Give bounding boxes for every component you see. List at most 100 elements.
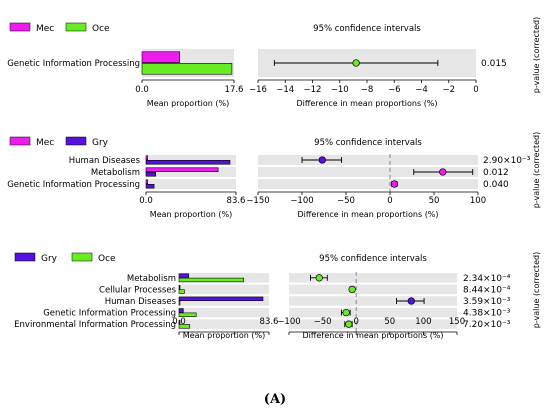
pvalue-text: 2.90×10⁻³ xyxy=(483,156,531,166)
ci-x-tick-label: 0 xyxy=(353,317,358,327)
ci-point-oce xyxy=(345,320,353,328)
ci-x-tick-label: −100 xyxy=(290,196,313,206)
ci-point-mec xyxy=(439,168,447,176)
bar-x-tick-label: 83.6 xyxy=(260,317,279,327)
category-label: Cellular Processes xyxy=(99,285,177,295)
legend-swatch-oce xyxy=(71,252,93,262)
ci-row-band xyxy=(258,155,478,165)
ci-x-axis-label: Difference in mean proportions (%) xyxy=(296,99,437,108)
legend-swatch-mec xyxy=(9,22,31,32)
legend-swatch-mec xyxy=(9,136,31,146)
legend-label-gry: Gry xyxy=(41,254,58,264)
category-label: Human Diseases xyxy=(69,156,141,166)
ci-x-tick-label: −16 xyxy=(249,85,267,95)
pvalue-text: 8.44×10⁻⁴ xyxy=(463,285,511,295)
legend-label-mec: Mec xyxy=(36,24,54,34)
bar-oce xyxy=(141,62,233,75)
bar-row-band xyxy=(179,307,269,318)
ci-x-tick-label: −150 xyxy=(246,196,269,206)
ci-point-oce xyxy=(342,308,350,317)
legend-swatch-oce xyxy=(65,22,87,32)
legend-label-gry: Gry xyxy=(92,138,109,148)
bar-x-axis-label: Mean proportion (%) xyxy=(183,331,265,340)
ci-x-tick-label: 0 xyxy=(473,85,478,95)
ci-x-tick-label: 150 xyxy=(449,317,465,327)
pvalue-axis-label: p-value (corrected) xyxy=(532,17,541,93)
bar-x-tick-label: 83.6 xyxy=(227,196,246,206)
pvalue-text: 3.59×10⁻³ xyxy=(463,297,511,307)
category-label: Human Diseases xyxy=(105,297,177,307)
pvalue-text: 0.015 xyxy=(481,59,507,69)
legend-label-oce: Oce xyxy=(92,24,110,34)
ci-x-tick-label: −2 xyxy=(442,85,455,95)
bar-gry xyxy=(178,296,264,301)
bar-row-band xyxy=(179,284,269,295)
ci-title: 95% confidence intervals xyxy=(314,138,422,148)
bar-row-band xyxy=(179,273,269,283)
ci-row-band xyxy=(258,167,478,177)
bar-row-band xyxy=(179,319,269,329)
ci-x-tick-label: 50 xyxy=(384,317,395,327)
bar-row-band xyxy=(146,179,236,189)
ci-row-band xyxy=(289,319,457,329)
ci-row-band xyxy=(289,296,457,306)
ci-x-tick-label: −100 xyxy=(277,317,300,327)
pvalue-text: 0.012 xyxy=(483,168,509,178)
ci-x-axis-label: Difference in mean proportions (%) xyxy=(302,331,443,340)
bar-oce xyxy=(178,300,181,306)
ci-point-oce xyxy=(352,59,360,67)
bar-row-band xyxy=(179,296,269,306)
bar-gry xyxy=(145,172,156,177)
ci-row-band xyxy=(258,179,478,189)
bar-x-tick-label: 0.0 xyxy=(172,317,186,327)
ci-x-tick-label: −50 xyxy=(337,196,355,206)
ci-row-band xyxy=(289,307,457,318)
bar-oce xyxy=(178,277,244,283)
ci-x-tick-label: −10 xyxy=(331,85,349,95)
pvalue-text: 7.20×10⁻³ xyxy=(463,320,511,330)
category-label: Metabolism xyxy=(127,274,176,284)
bar-oce xyxy=(178,324,191,329)
legend-label-mec: Mec xyxy=(36,138,54,148)
bar-x-tick-label: 17.6 xyxy=(225,85,244,95)
pvalue-text: 0.040 xyxy=(483,180,509,190)
ci-x-tick-label: −14 xyxy=(276,85,294,95)
ci-x-tick-label: 50 xyxy=(429,196,440,206)
ci-title: 95% confidence intervals xyxy=(313,24,421,34)
legend-swatch-gry xyxy=(14,252,36,262)
bar-x-tick-label: 0.0 xyxy=(139,196,153,206)
ci-x-tick-label: 100 xyxy=(470,196,486,206)
ci-x-tick-label: −50 xyxy=(314,317,332,327)
figure-caption: (A) xyxy=(263,392,287,407)
bar-mec xyxy=(145,179,148,185)
bar-oce xyxy=(178,289,185,294)
bar-mec xyxy=(145,155,148,161)
bar-x-tick-label: 0.0 xyxy=(135,85,149,95)
category-label: Genetic Information Processing xyxy=(7,59,140,69)
ci-x-tick-label: 100 xyxy=(415,317,431,327)
ci-x-tick-label: −12 xyxy=(304,85,322,95)
bar-gry xyxy=(178,285,181,290)
ci-point-oce xyxy=(315,274,323,282)
ci-x-tick-label: −6 xyxy=(388,85,401,95)
ci-point-gry xyxy=(407,297,415,305)
ci-x-tick-label: −8 xyxy=(361,85,374,95)
ci-x-tick-label: −4 xyxy=(415,85,428,95)
bar-x-axis-label: Mean proportion (%) xyxy=(147,99,229,108)
bar-mec xyxy=(141,51,180,63)
legend-label-oce: Oce xyxy=(98,254,116,264)
bar-gry xyxy=(178,319,181,325)
ci-row-band xyxy=(289,284,457,295)
category-label: Genetic Information Processing xyxy=(43,309,176,319)
ci-point-oce xyxy=(348,285,356,294)
ci-x-tick-label: 0 xyxy=(387,196,392,206)
ci-x-axis-label: Difference in mean proportions (%) xyxy=(297,210,438,219)
category-label: Genetic Information Processing xyxy=(7,180,140,190)
pvalue-axis-label: p-value (corrected) xyxy=(532,132,541,208)
bar-oce xyxy=(178,312,197,317)
ci-point-mec xyxy=(390,180,399,188)
ci-point-gry xyxy=(318,156,326,164)
bar-gry xyxy=(178,308,184,313)
